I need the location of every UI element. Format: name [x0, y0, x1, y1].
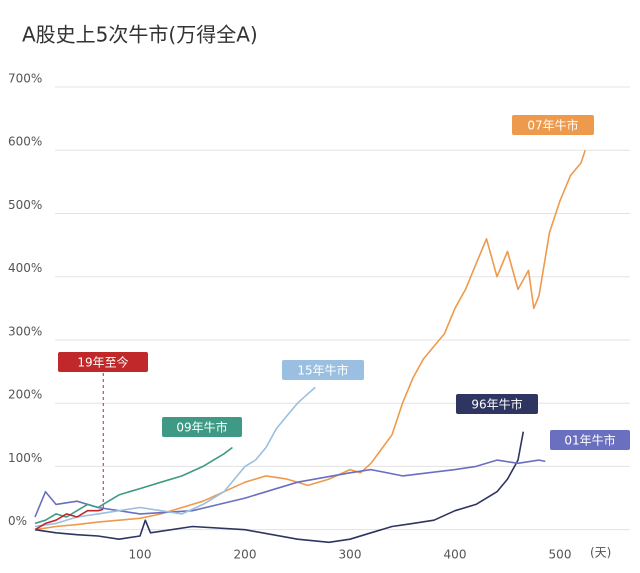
legend-label: 19年至今 — [77, 355, 128, 370]
series-line — [34, 459, 546, 518]
series-line — [34, 431, 525, 544]
legend-item: 15年牛市 — [282, 360, 364, 380]
chart-title: A股史上5次牛市(万得全A) — [22, 23, 258, 47]
legend-item: 07年牛市 — [512, 115, 594, 135]
legend-label: 15年牛市 — [297, 363, 348, 378]
legend-item: 09年牛市 — [162, 417, 242, 437]
y-tick-label: 400% — [8, 261, 42, 275]
x-tick-label: 100 — [129, 548, 152, 562]
legend-label: 01年牛市 — [564, 433, 615, 448]
legend-label: 09年牛市 — [176, 420, 227, 435]
y-tick-label: 0% — [8, 514, 27, 528]
legend-label: 96年牛市 — [471, 397, 522, 412]
legend-item: 19年至今 — [58, 352, 148, 372]
legend-tag — [282, 360, 364, 380]
legend-item: 96年牛市 — [456, 394, 538, 414]
x-tick-label: 200 — [234, 548, 257, 562]
series-line — [34, 446, 233, 525]
x-tick-label: 400 — [444, 548, 467, 562]
y-tick-label: 500% — [8, 198, 42, 212]
x-tick-label: 500 — [549, 548, 572, 562]
x-axis-label: (天) — [590, 546, 611, 560]
y-tick-label: 600% — [8, 135, 42, 149]
legend-tag — [512, 115, 594, 135]
series-line — [34, 508, 104, 531]
legend-tag — [58, 352, 148, 372]
legend-item: 01年牛市 — [550, 430, 630, 450]
y-tick-label: 100% — [8, 451, 42, 465]
legend-tag — [456, 394, 538, 414]
y-tick-label: 200% — [8, 388, 42, 402]
legend-tag — [162, 417, 242, 437]
y-tick-label: 300% — [8, 324, 42, 338]
legend-label: 07年牛市 — [527, 118, 578, 133]
y-tick-label: 700% — [8, 72, 42, 86]
series-line — [34, 386, 316, 528]
legend-tag — [550, 430, 630, 450]
x-tick-label: 300 — [339, 548, 362, 562]
